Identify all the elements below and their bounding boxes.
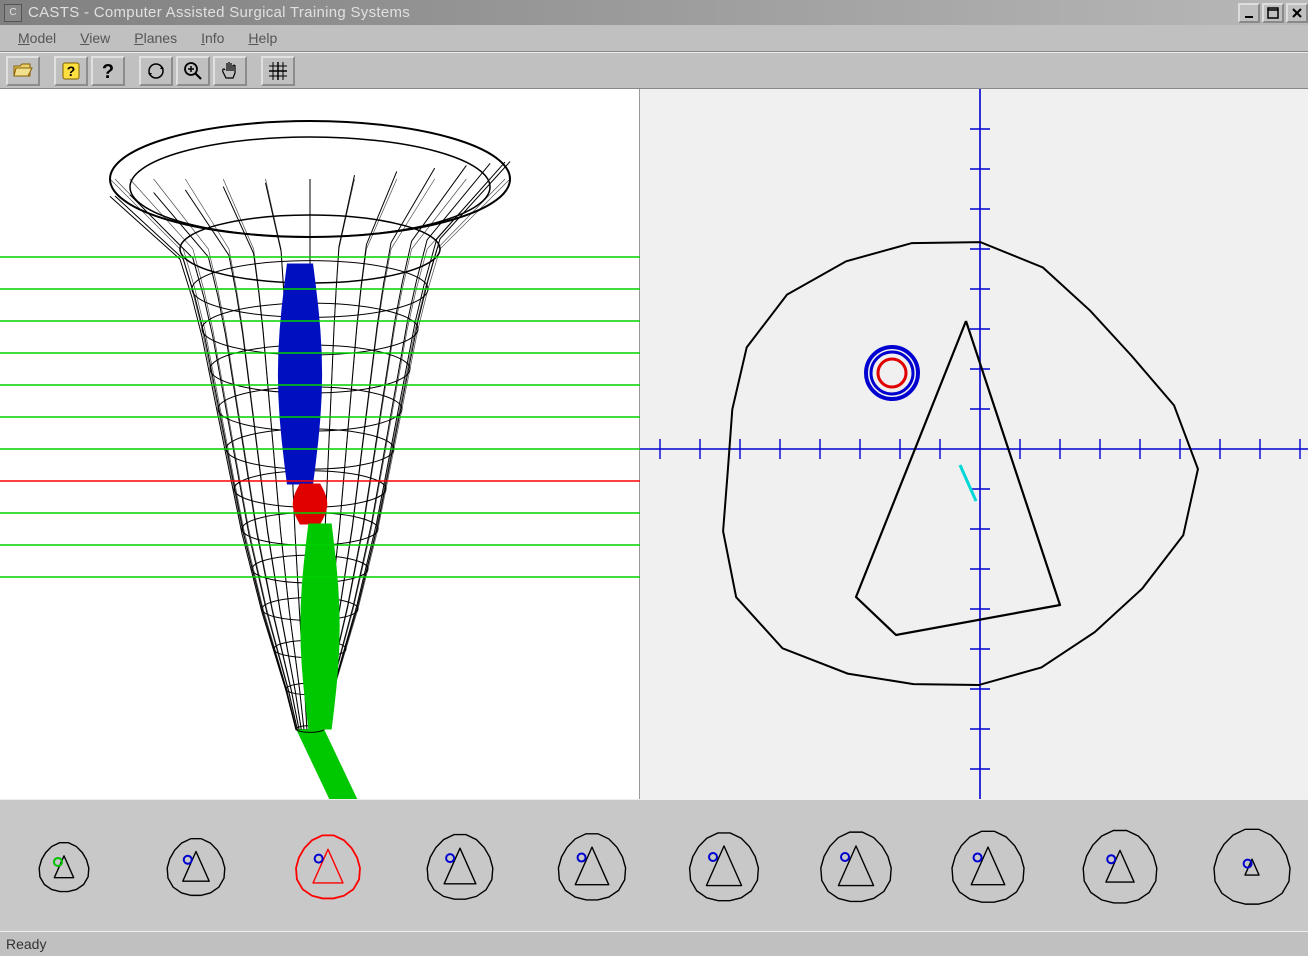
window-controls — [1236, 3, 1308, 23]
minimize-button[interactable] — [1238, 3, 1260, 23]
titlebar: C CASTS - Computer Assisted Surgical Tra… — [0, 0, 1308, 25]
thumbnail-slice-3[interactable] — [414, 820, 506, 912]
svg-text:?: ? — [102, 61, 114, 82]
thumbnail-slice-5[interactable] — [678, 820, 770, 912]
thumbnail-slice-8[interactable] — [1074, 820, 1166, 912]
menubar: ModelViewPlanesInfoHelp — [0, 25, 1308, 52]
menu-planes[interactable]: Planes — [122, 28, 189, 48]
statusbar: Ready — [0, 931, 1308, 956]
grid-icon[interactable] — [261, 56, 295, 86]
open-icon[interactable] — [6, 56, 40, 86]
main-viewport — [0, 89, 1308, 799]
thumbnail-slice-9[interactable] — [1206, 820, 1298, 912]
menu-help[interactable]: Help — [236, 28, 289, 48]
panel-cross-section[interactable] — [640, 89, 1308, 799]
svg-text:?: ? — [67, 63, 76, 79]
thumbnail-slice-1[interactable] — [150, 820, 242, 912]
help-icon[interactable]: ? — [91, 56, 125, 86]
thumbnail-slice-2[interactable] — [282, 820, 374, 912]
menu-model[interactable]: Model — [6, 28, 68, 48]
thumbnail-strip — [0, 799, 1308, 931]
thumbnail-slice-7[interactable] — [942, 820, 1034, 912]
thumbnail-slice-4[interactable] — [546, 820, 638, 912]
maximize-button[interactable] — [1262, 3, 1284, 23]
menu-info[interactable]: Info — [189, 28, 236, 48]
status-text: Ready — [6, 936, 46, 952]
toolbar: ?? — [0, 52, 1308, 89]
rotate-icon[interactable] — [139, 56, 173, 86]
close-button[interactable] — [1286, 3, 1308, 23]
thumbnail-slice-6[interactable] — [810, 820, 902, 912]
menu-view[interactable]: View — [68, 28, 122, 48]
thumbnail-slice-0[interactable] — [18, 820, 110, 912]
pan-icon[interactable] — [213, 56, 247, 86]
panel-3d-wireframe[interactable] — [0, 89, 640, 799]
app-icon: C — [4, 4, 22, 22]
window-title: CASTS - Computer Assisted Surgical Train… — [28, 4, 1236, 21]
help-box-icon[interactable]: ? — [54, 56, 88, 86]
zoom-icon[interactable] — [176, 56, 210, 86]
